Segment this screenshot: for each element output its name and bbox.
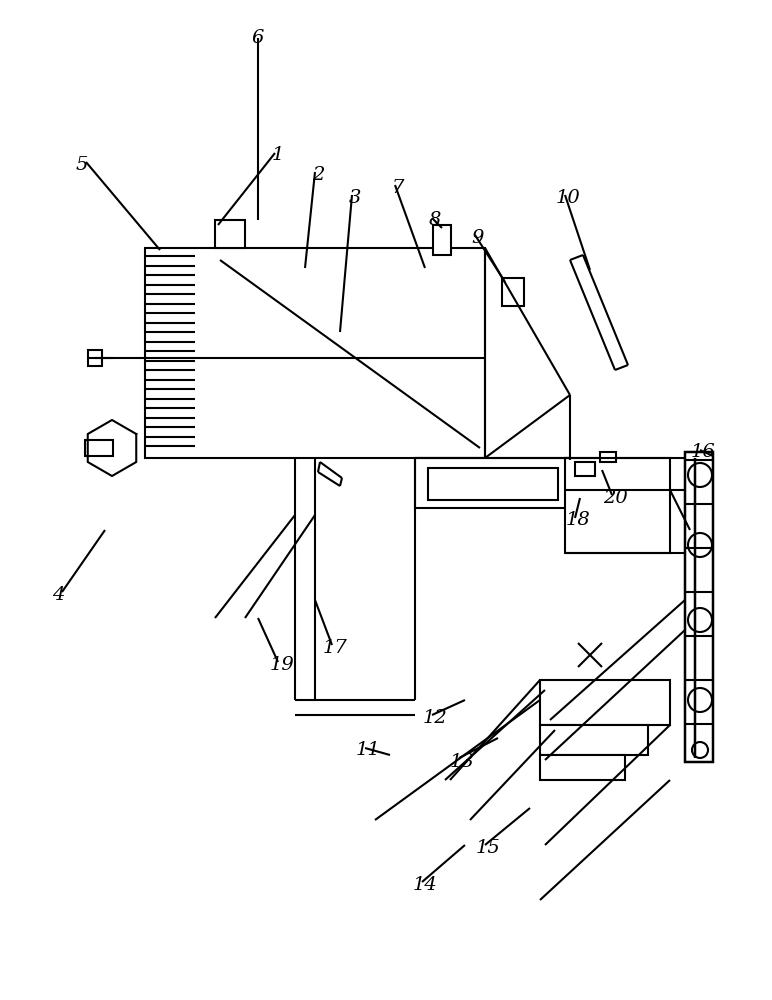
Bar: [685, 452, 713, 762]
Text: 4: 4: [52, 586, 64, 604]
Text: 6: 6: [252, 29, 264, 47]
Text: 16: 16: [691, 443, 716, 461]
Text: 11: 11: [356, 741, 381, 759]
Bar: [540, 725, 648, 755]
Bar: [415, 458, 570, 508]
Text: 3: 3: [349, 189, 361, 207]
Circle shape: [688, 608, 712, 632]
Text: 8: 8: [428, 211, 441, 229]
Text: 15: 15: [476, 839, 500, 857]
Text: 19: 19: [269, 656, 294, 674]
Text: 13: 13: [449, 753, 474, 771]
Text: 2: 2: [312, 166, 324, 184]
Bar: [565, 458, 670, 553]
Text: 10: 10: [556, 189, 581, 207]
Bar: [433, 225, 451, 255]
Text: 18: 18: [566, 511, 591, 529]
Bar: [85, 440, 113, 456]
Bar: [88, 350, 102, 366]
Bar: [575, 462, 595, 476]
Circle shape: [688, 688, 712, 712]
Text: 20: 20: [603, 489, 628, 507]
Bar: [600, 452, 616, 462]
Text: 9: 9: [472, 229, 484, 247]
Circle shape: [688, 533, 712, 557]
Text: 1: 1: [272, 146, 284, 164]
Text: 5: 5: [76, 156, 88, 174]
Text: 14: 14: [412, 876, 438, 894]
Circle shape: [692, 742, 708, 758]
Text: 17: 17: [323, 639, 347, 657]
Bar: [540, 680, 670, 725]
Circle shape: [688, 463, 712, 487]
Bar: [540, 755, 625, 780]
Bar: [215, 220, 245, 248]
Text: 7: 7: [392, 179, 405, 197]
Bar: [145, 248, 485, 458]
Bar: [428, 468, 558, 500]
Text: 12: 12: [422, 709, 448, 727]
Bar: [502, 278, 524, 306]
